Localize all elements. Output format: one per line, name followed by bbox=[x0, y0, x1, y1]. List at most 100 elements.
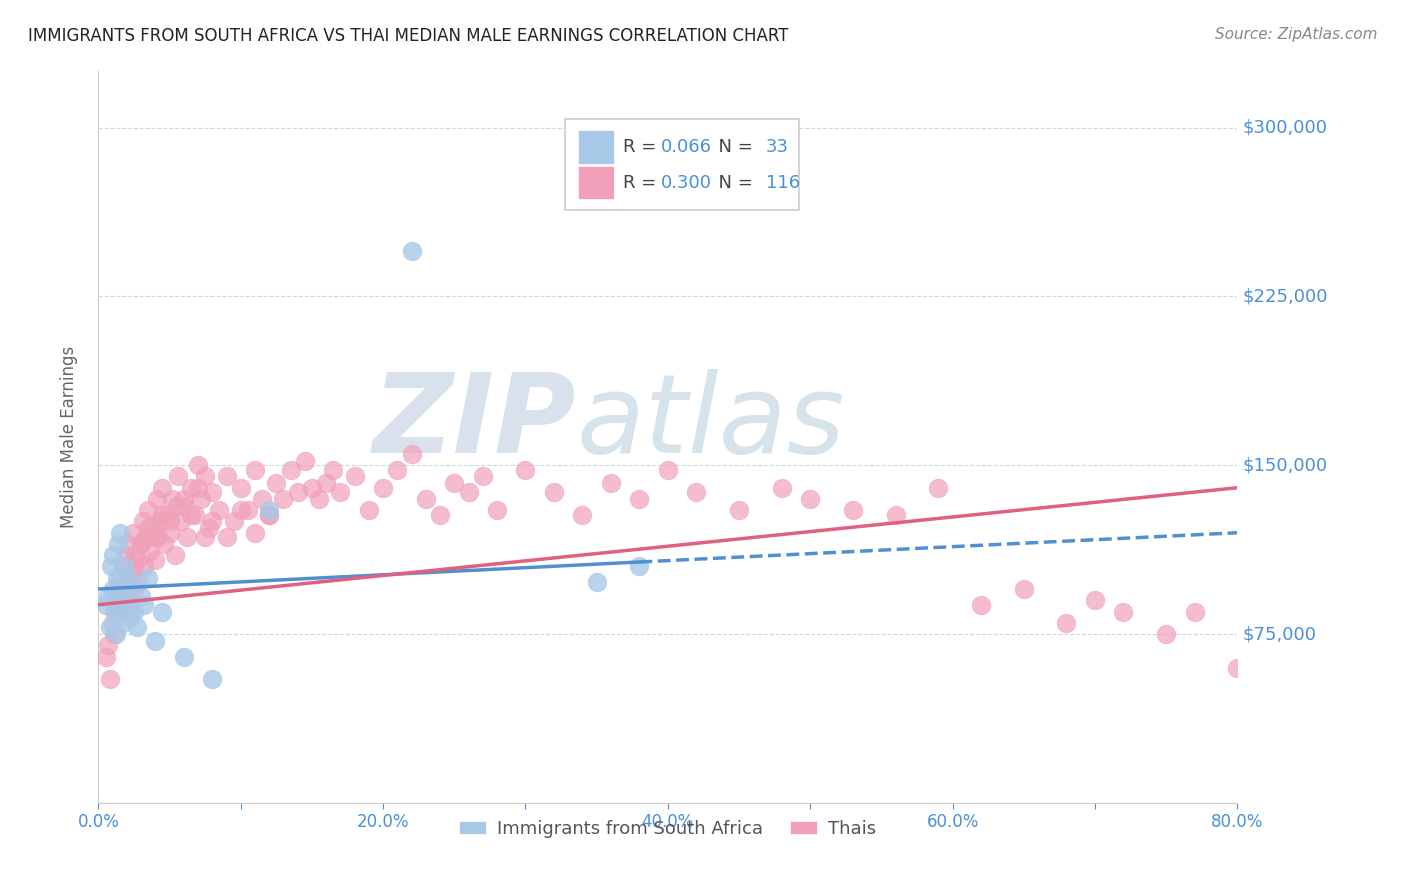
Point bbox=[148, 530, 170, 544]
Point bbox=[970, 598, 993, 612]
Point bbox=[120, 566, 142, 581]
Point bbox=[149, 515, 172, 529]
Point bbox=[145, 530, 167, 544]
Point bbox=[457, 485, 479, 500]
Text: R =: R = bbox=[623, 174, 662, 192]
FancyBboxPatch shape bbox=[565, 119, 799, 211]
Text: IMMIGRANTS FROM SOUTH AFRICA VS THAI MEDIAN MALE EARNINGS CORRELATION CHART: IMMIGRANTS FROM SOUTH AFRICA VS THAI MED… bbox=[28, 27, 789, 45]
Text: 0.066: 0.066 bbox=[661, 137, 711, 156]
Point bbox=[471, 469, 494, 483]
Point bbox=[401, 447, 423, 461]
Point bbox=[884, 508, 907, 522]
Point bbox=[1226, 661, 1249, 675]
Point bbox=[443, 476, 465, 491]
Point bbox=[101, 615, 124, 630]
Text: 116: 116 bbox=[766, 174, 800, 192]
Text: R =: R = bbox=[623, 137, 662, 156]
Point bbox=[105, 605, 128, 619]
Point bbox=[94, 649, 117, 664]
Point bbox=[145, 553, 167, 567]
Point bbox=[104, 593, 127, 607]
Point bbox=[146, 491, 169, 506]
Point bbox=[118, 598, 141, 612]
Text: N =: N = bbox=[707, 174, 758, 192]
Point bbox=[198, 521, 221, 535]
Point bbox=[129, 537, 152, 551]
Point bbox=[152, 508, 174, 522]
FancyBboxPatch shape bbox=[578, 166, 614, 199]
Point bbox=[571, 508, 593, 522]
Point bbox=[280, 463, 302, 477]
Point bbox=[112, 559, 135, 574]
Point bbox=[124, 548, 146, 562]
Point bbox=[770, 481, 793, 495]
Point bbox=[294, 453, 316, 467]
Point bbox=[97, 638, 120, 652]
Point bbox=[122, 582, 145, 596]
Point bbox=[125, 553, 148, 567]
Point bbox=[117, 598, 139, 612]
Point bbox=[259, 508, 281, 522]
Point bbox=[259, 503, 281, 517]
Point bbox=[112, 589, 135, 603]
Point bbox=[180, 481, 202, 495]
Point bbox=[190, 491, 212, 506]
Point bbox=[229, 503, 252, 517]
Point bbox=[127, 575, 149, 590]
Point bbox=[1056, 615, 1078, 630]
Text: $300,000: $300,000 bbox=[1243, 119, 1329, 136]
Point bbox=[98, 672, 121, 686]
Point bbox=[156, 508, 179, 522]
Point bbox=[141, 521, 163, 535]
Point bbox=[799, 491, 821, 506]
Point bbox=[236, 503, 259, 517]
Point bbox=[201, 672, 224, 686]
Point bbox=[266, 476, 288, 491]
Text: $225,000: $225,000 bbox=[1243, 287, 1329, 305]
Point bbox=[100, 559, 122, 574]
Point bbox=[115, 571, 138, 585]
Point bbox=[136, 503, 159, 517]
Point bbox=[250, 491, 273, 506]
Point bbox=[152, 481, 174, 495]
Point bbox=[176, 530, 198, 544]
Point bbox=[1084, 593, 1107, 607]
Point bbox=[585, 575, 607, 590]
Point bbox=[121, 525, 143, 540]
Point bbox=[162, 491, 184, 506]
Point bbox=[173, 499, 195, 513]
FancyBboxPatch shape bbox=[578, 130, 614, 163]
Point bbox=[194, 530, 217, 544]
Point bbox=[132, 598, 155, 612]
Point bbox=[152, 605, 174, 619]
Point bbox=[1184, 605, 1206, 619]
Point bbox=[167, 469, 190, 483]
Point bbox=[153, 537, 176, 551]
Point bbox=[159, 525, 181, 540]
Point bbox=[243, 525, 266, 540]
Point bbox=[208, 503, 231, 517]
Text: $75,000: $75,000 bbox=[1243, 625, 1317, 643]
Point bbox=[273, 491, 295, 506]
Point bbox=[173, 491, 195, 506]
Point bbox=[628, 491, 651, 506]
Point bbox=[125, 620, 148, 634]
Point bbox=[136, 571, 159, 585]
Point bbox=[201, 515, 224, 529]
Point bbox=[1112, 605, 1135, 619]
Point bbox=[94, 598, 117, 612]
Point bbox=[600, 476, 623, 491]
Point bbox=[685, 485, 707, 500]
Point bbox=[122, 559, 145, 574]
Point bbox=[114, 548, 136, 562]
Point bbox=[329, 485, 352, 500]
Text: 33: 33 bbox=[766, 137, 789, 156]
Point bbox=[1012, 582, 1035, 596]
Point bbox=[117, 537, 139, 551]
Point bbox=[129, 537, 152, 551]
Point bbox=[259, 508, 281, 522]
Point bbox=[301, 481, 323, 495]
Point bbox=[110, 582, 132, 596]
Point bbox=[145, 633, 167, 648]
Legend: Immigrants from South Africa, Thais: Immigrants from South Africa, Thais bbox=[453, 813, 883, 845]
